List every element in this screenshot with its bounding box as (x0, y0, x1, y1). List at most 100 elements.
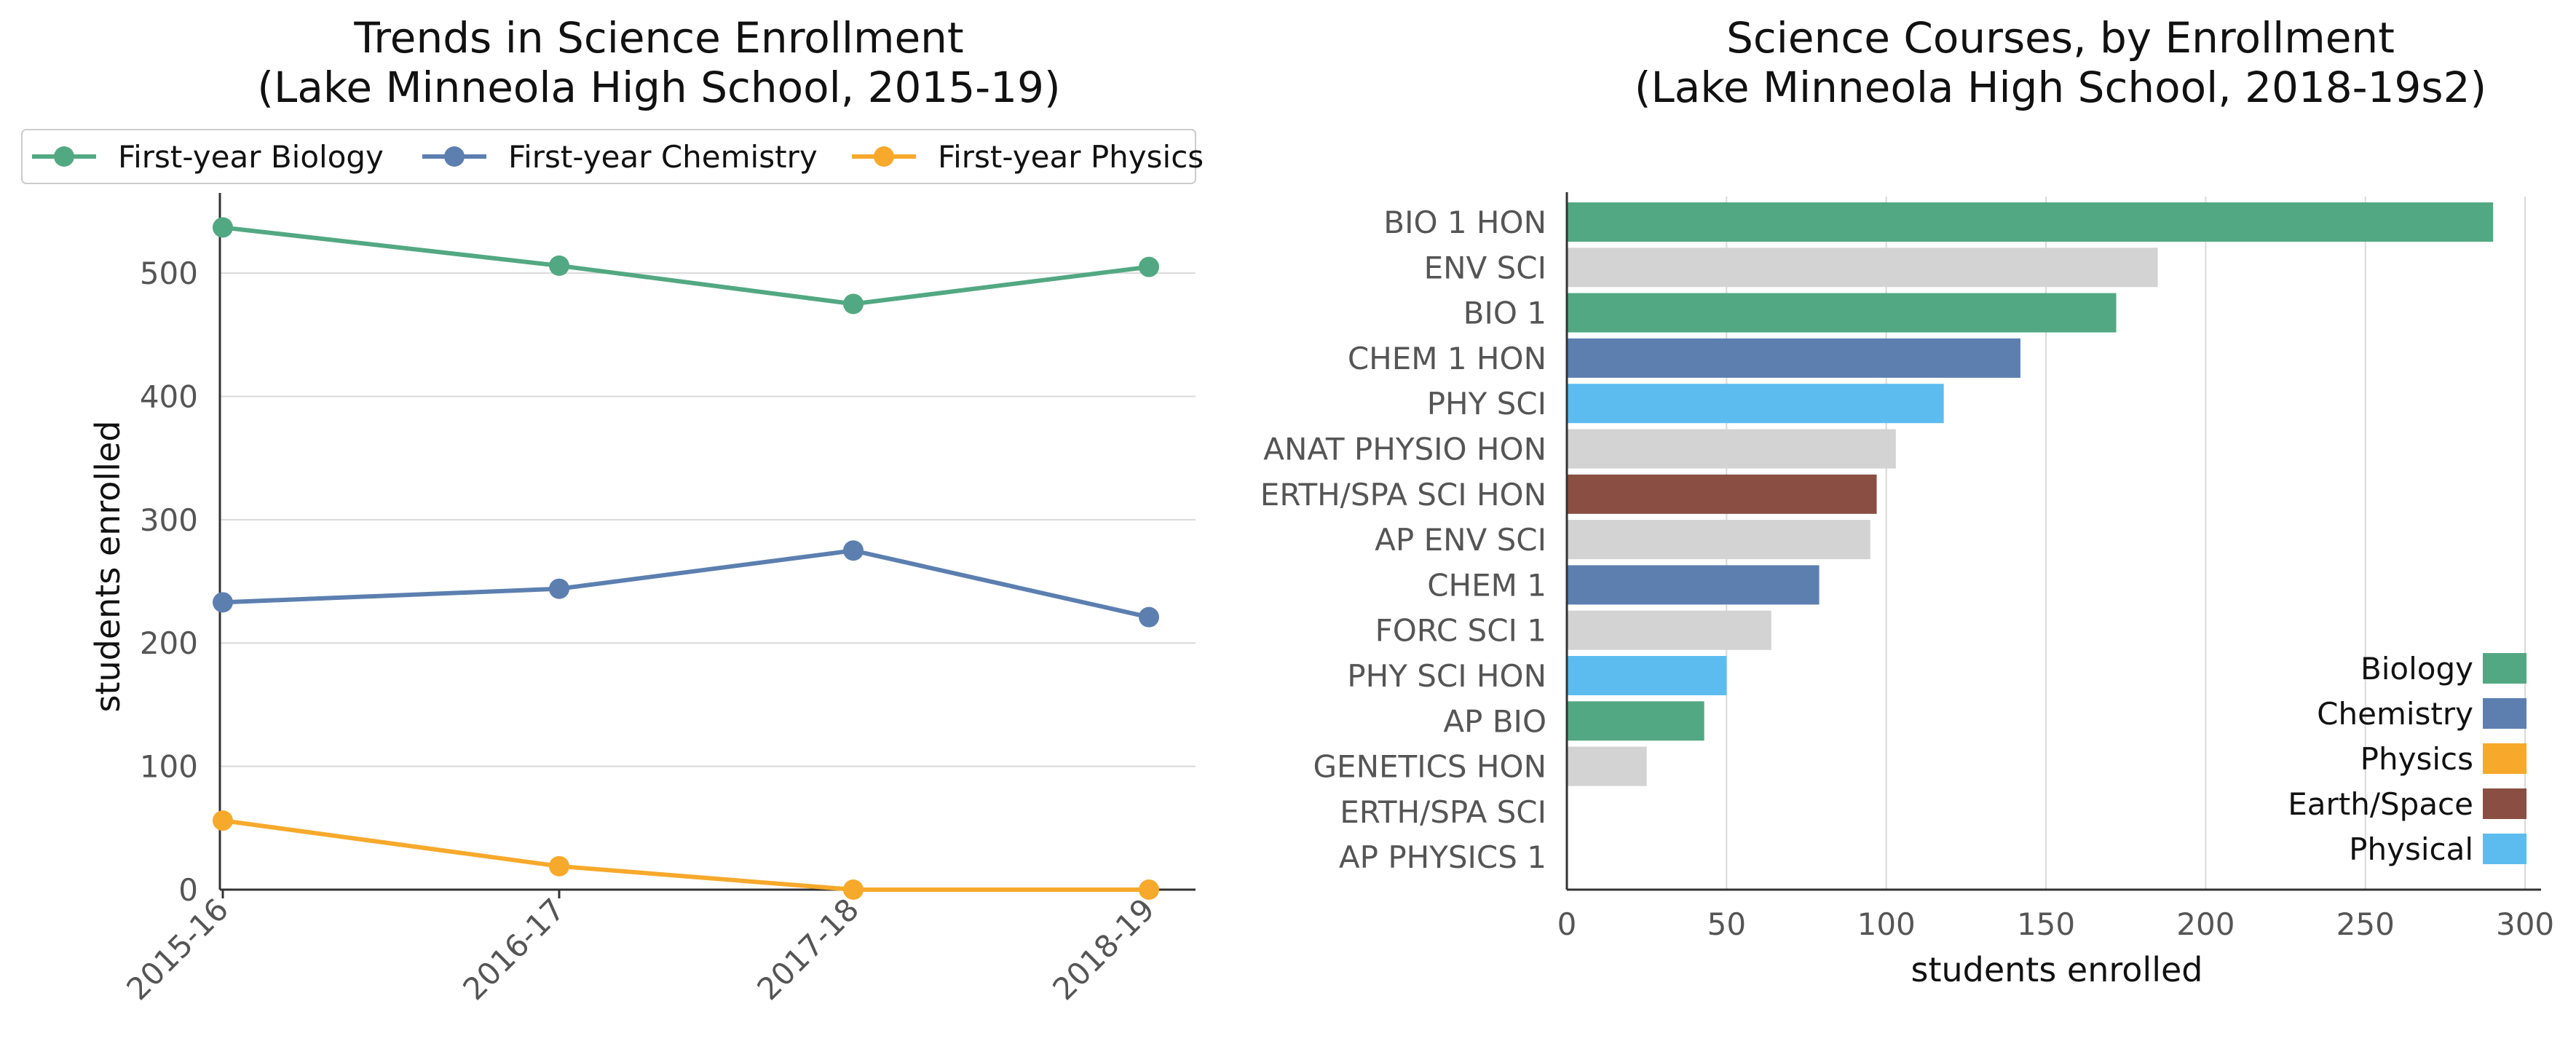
series-first-year-chemistry (213, 540, 1159, 628)
legend-item-physics: Physics (2360, 741, 2526, 777)
category-label: BIO 1 (1463, 296, 1546, 331)
legend-marker (444, 146, 465, 167)
line-chart-title: Trends in Science Enrollment (353, 13, 963, 63)
data-point (549, 855, 569, 877)
legend-item-chemistry: Chemistry (2317, 696, 2526, 732)
legend-label: First-year Biology (118, 139, 384, 175)
series-first-year-physics (213, 810, 1159, 900)
category-label: AP PHYSICS 1 (1339, 839, 1546, 875)
bar-chart-subtitle: (Lake Minneola High School, 2018-19s2) (1635, 63, 2486, 112)
bar-forc-sci-1 (1567, 610, 1771, 650)
legend-swatch (2483, 834, 2526, 864)
y-tick-label: 500 (140, 256, 198, 291)
bar-genetics-hon (1567, 746, 1647, 786)
category-label: PHY SCI (1427, 386, 1546, 422)
bar-phy-sci (1567, 384, 1944, 424)
category-label: FORC SCI 1 (1375, 613, 1546, 649)
legend-item-first-year-biology: First-year Biology (32, 139, 384, 175)
line-chart-y-axis-label: students enrolled (88, 421, 127, 713)
bar-chart-legend: Biology Chemistry Physics Earth/Space Physic… (2288, 651, 2526, 867)
x-tick-label: 2015-16 (119, 891, 235, 1007)
series-line (222, 818, 1149, 892)
x-tick-label: 300 (2496, 906, 2554, 942)
category-label: ENV SCI (1424, 250, 1546, 285)
x-tick-label: 200 (2176, 906, 2235, 942)
legend-item-first-year-chemistry: First-year Chemistry (422, 139, 818, 175)
x-tick-label: 2016-17 (456, 891, 572, 1007)
bar-chart: Science Courses, by Enrollment (Lake Min… (1260, 13, 2554, 989)
legend-item-earth-space: Earth/Space (2288, 786, 2526, 822)
bar-chart-category-labels: BIO 1 HON ENV SCI BIO 1 CHEM 1 HON PHY SCI AN… (1260, 205, 1546, 875)
line-chart: Trends in Science Enrollment (Lake Minne… (21, 13, 1204, 1007)
legend-marker (54, 146, 74, 167)
series-line (222, 225, 1150, 306)
category-label: PHY SCI HON (1347, 658, 1546, 694)
bar-phy-sci-hon (1567, 656, 1727, 695)
category-label: AP ENV SCI (1375, 522, 1546, 558)
series-line (222, 548, 1150, 620)
y-tick-label: 300 (140, 502, 198, 538)
data-point (213, 592, 233, 613)
legend-label: Biology (2360, 651, 2473, 687)
data-point (213, 217, 233, 238)
bar-chem-1-hon (1567, 338, 2020, 378)
legend-label: Earth/Space (2288, 786, 2473, 822)
bar-chart-bars (1567, 202, 2494, 786)
data-point (843, 540, 864, 561)
legend-swatch (2483, 743, 2526, 774)
bar-ap-bio (1567, 701, 1704, 741)
legend-swatch (2483, 788, 2526, 819)
legend-swatch (2483, 698, 2526, 729)
bar-erth-spa-sci-hon (1567, 474, 1877, 514)
bar-ap-env-sci (1567, 520, 1870, 560)
legend-item-first-year-physics: First-year Physics (852, 139, 1204, 175)
x-tick-label: 0 (1557, 906, 1577, 942)
legend-marker (874, 146, 894, 167)
data-point (549, 255, 569, 276)
category-label: ANAT PHYSIO HON (1263, 432, 1546, 467)
line-chart-y-ticks: 0 100 200 300 400 500 (140, 256, 198, 908)
y-tick-label: 0 (178, 872, 198, 908)
bar-chart-axes (1565, 192, 2541, 891)
legend-label: Physics (2360, 741, 2473, 777)
category-label: ERTH/SPA SCI HON (1260, 477, 1546, 513)
line-chart-series (213, 217, 1159, 900)
data-point (549, 578, 569, 599)
line-chart-axes (218, 193, 1196, 891)
line-chart-x-ticks: 2015-16 2016-17 2017-18 2018-19 (119, 890, 1161, 1007)
line-chart-legend: First-year Biology First-year Chemistry Fi… (21, 129, 1204, 184)
legend-label: First-year Physics (938, 139, 1204, 175)
bar-env-sci (1567, 248, 2158, 288)
legend-item-physical: Physical (2349, 831, 2526, 867)
data-point (1139, 879, 1159, 900)
series-first-year-biology (213, 217, 1159, 315)
y-tick-label: 400 (140, 379, 198, 414)
bar-chart-title: Science Courses, by Enrollment (1726, 13, 2395, 63)
x-tick-label: 2018-19 (1046, 891, 1161, 1007)
legend-item-biology: Biology (2360, 651, 2526, 687)
line-chart-gridlines (220, 272, 1196, 767)
line-chart-legend-frame (21, 129, 1196, 184)
legend-label: Chemistry (2317, 696, 2473, 732)
legend-label: Physical (2349, 831, 2473, 867)
category-label: CHEM 1 HON (1348, 341, 1546, 376)
data-point (843, 879, 864, 900)
x-tick-label: 100 (1857, 906, 1916, 942)
bar-bio-1 (1567, 293, 2117, 333)
x-tick-label: 250 (2336, 906, 2395, 942)
line-chart-subtitle: (Lake Minneola High School, 2015-19) (257, 63, 1060, 112)
bar-chart-x-axis-label: students enrolled (1911, 950, 2203, 989)
bar-chem-1 (1567, 565, 1820, 605)
data-point (843, 293, 864, 315)
bar-bio-1-hon (1567, 202, 2494, 242)
legend-swatch (2483, 653, 2526, 684)
category-label: CHEM 1 (1427, 567, 1546, 603)
bar-anat-physio-hon (1567, 429, 1896, 469)
y-tick-label: 200 (140, 625, 198, 661)
y-tick-label: 100 (140, 749, 198, 785)
data-point (1139, 256, 1159, 277)
category-label: BIO 1 HON (1383, 205, 1546, 240)
x-tick-label: 2017-18 (750, 891, 866, 1007)
category-label: GENETICS HON (1313, 749, 1546, 785)
